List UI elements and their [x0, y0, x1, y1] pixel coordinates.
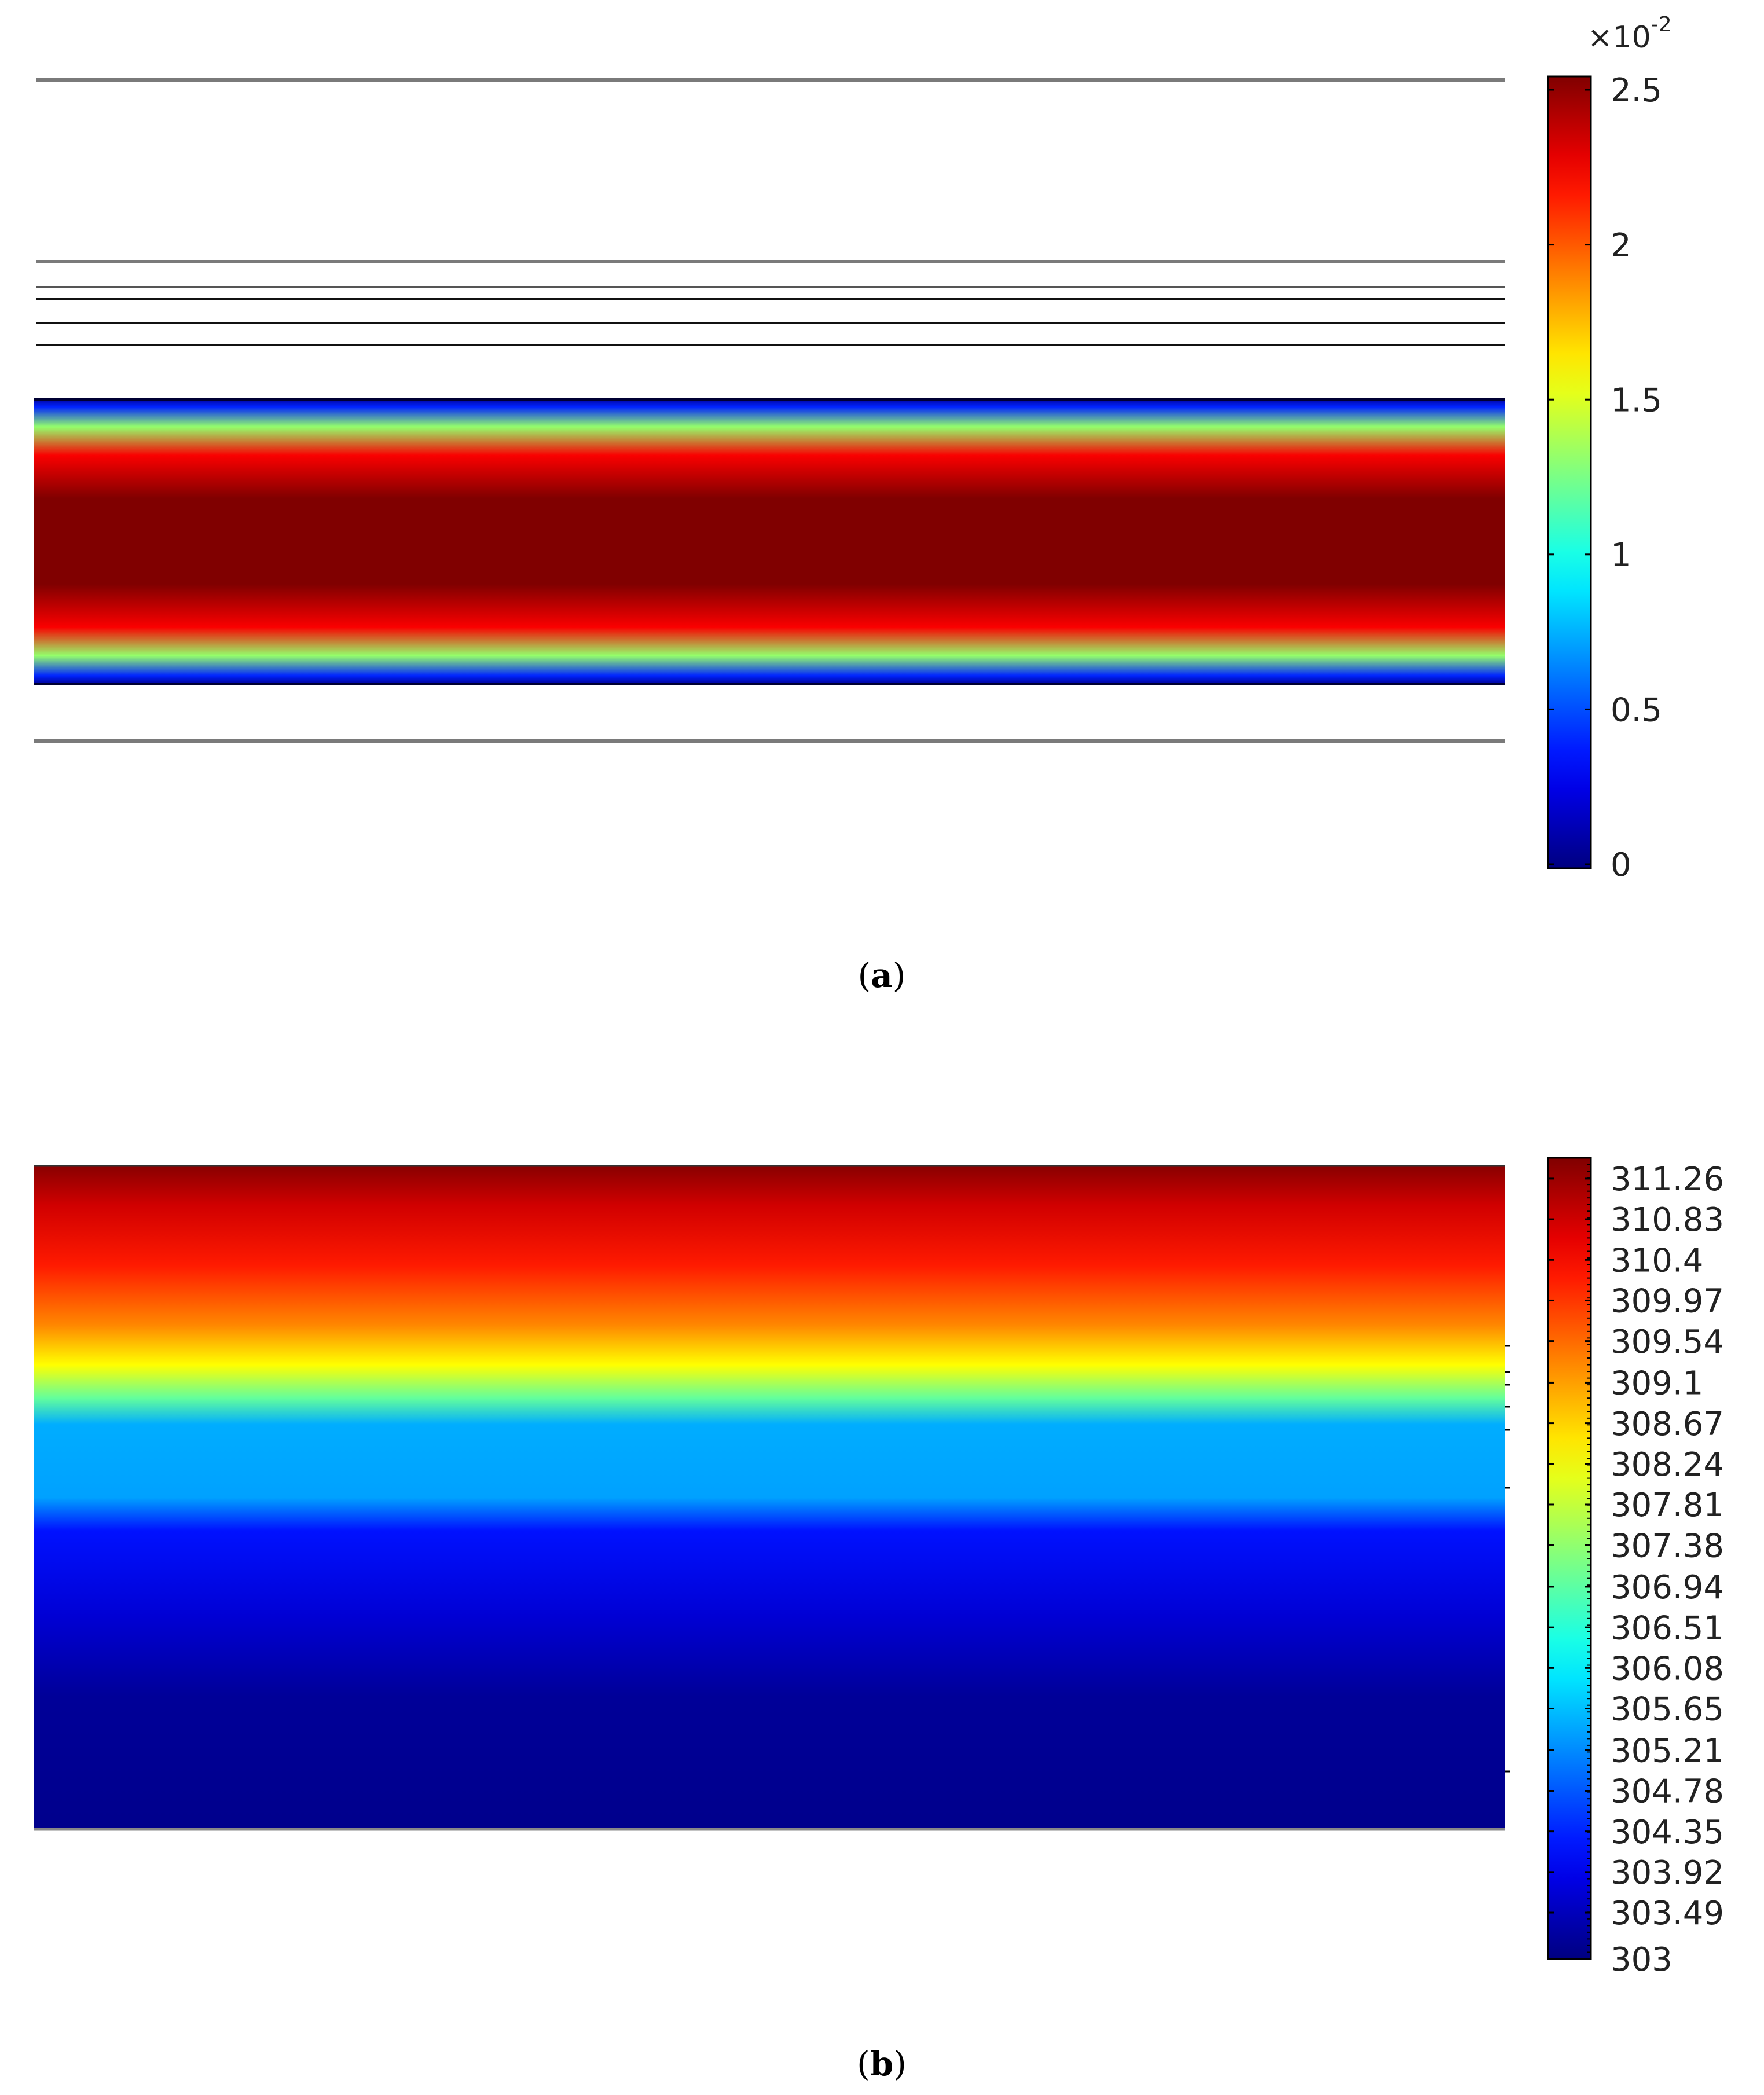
colorbar-tick-label: 309.1: [1611, 1365, 1703, 1403]
colorbar-tick-label: 305.65: [1611, 1691, 1724, 1729]
caption-b: (b): [857, 2044, 907, 2083]
colorbar-tick-label: 306.94: [1611, 1569, 1724, 1606]
colorbar-tick-label: 311.26: [1611, 1161, 1724, 1198]
colorbar-tick-label: 303.92: [1611, 1854, 1724, 1892]
colorbar-tick-label: 308.67: [1611, 1406, 1724, 1443]
panel-a-field: [34, 398, 1505, 684]
colorbar-a: ×10-2 2.5 2 1.5 1 0.5 0: [1547, 13, 1672, 884]
panel-b-field: [34, 1166, 1505, 1829]
colorbar-tick-label: 309.54: [1611, 1323, 1724, 1361]
colorbar-a-multiplier: ×10-2: [1587, 13, 1672, 55]
colorbar-tick-label: 1.5: [1611, 381, 1662, 419]
colorbar-tick-label: 0.5: [1611, 692, 1662, 729]
colorbar-tick-label: 310.83: [1611, 1201, 1724, 1239]
colorbar-tick-label: 304.78: [1611, 1773, 1724, 1811]
colorbar-tick-label: 1: [1611, 537, 1631, 574]
colorbar-tick-label: 303.49: [1611, 1895, 1724, 1932]
colorbar-tick-label: 309.97: [1611, 1283, 1724, 1320]
colorbar-tick-label: 2.5: [1611, 72, 1662, 109]
colorbar-b-minor-ticks: [1587, 1157, 1591, 1960]
colorbar-tick-label: 0: [1611, 846, 1631, 884]
colorbar-a-ticks: 2.5 2 1.5 1 0.5 0: [1548, 72, 1662, 884]
colorbar-a-bar: [1547, 75, 1592, 869]
panel-a-boundaries: [34, 78, 1505, 743]
colorbar-tick-label: 304.35: [1611, 1814, 1724, 1851]
colorbar-b-bar: [1547, 1157, 1592, 1960]
caption-a: (a): [858, 956, 906, 995]
panel-a: ×10-2 2.5 2 1.5 1 0.5 0 (a): [34, 13, 1672, 995]
colorbar-tick-label: 303: [1611, 1941, 1673, 1979]
colorbar-tick-label: 2: [1611, 227, 1631, 265]
colorbar-tick-label: 306.08: [1611, 1650, 1724, 1687]
colorbar-tick-label: 307.81: [1611, 1487, 1724, 1524]
colorbar-a-exponent: -2: [1651, 13, 1672, 36]
colorbar-tick-label: 310.4: [1611, 1242, 1703, 1279]
colorbar-tick-label: 308.24: [1611, 1446, 1724, 1484]
boundary-tick-marks: [1505, 1345, 1510, 1773]
colorbar-tick-label: 306.51: [1611, 1609, 1724, 1647]
colorbar-tick-label: 305.21: [1611, 1732, 1724, 1770]
colorbar-tick-label: 307.38: [1611, 1527, 1724, 1565]
